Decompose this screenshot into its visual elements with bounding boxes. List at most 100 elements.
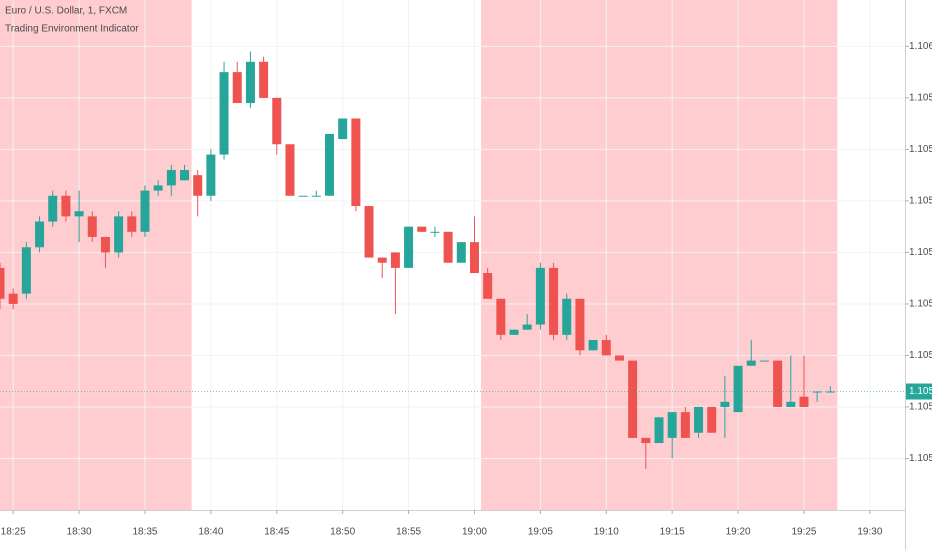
environment-shade: [46, 0, 60, 510]
candle-body: [219, 72, 229, 155]
x-tick-label: 18:40: [198, 527, 223, 538]
candle-body: [193, 175, 203, 196]
x-tick-label: 18:35: [132, 527, 157, 538]
environment-shade: [757, 0, 772, 510]
y-tick-label: 1.10570: [909, 196, 932, 207]
candle-body: [443, 231, 453, 263]
x-tick-label: 18:30: [67, 527, 92, 538]
candle-body: [483, 273, 493, 299]
candle-body: [720, 401, 730, 407]
environment-shade: [823, 0, 838, 510]
candle-body: [61, 195, 71, 217]
candle-body: [351, 118, 361, 207]
candle-body: [509, 329, 519, 335]
environment-shade: [177, 0, 192, 510]
candle-body: [733, 365, 743, 413]
environment-shade: [784, 0, 798, 510]
candle-body: [654, 417, 664, 444]
candle-body: [417, 226, 427, 232]
candle-body: [773, 360, 783, 407]
environment-shade: [59, 0, 73, 510]
environment-shade: [0, 0, 8, 510]
environment-shade: [125, 0, 139, 510]
environment-shade: [573, 0, 588, 510]
candle-body: [377, 257, 387, 263]
environment-shade: [507, 0, 522, 510]
shade-layer: [0, 0, 838, 510]
candle-body: [127, 216, 137, 232]
y-tick-label: 1.10560: [909, 247, 932, 258]
candle-body: [628, 360, 638, 438]
candle-body: [522, 324, 532, 330]
candle-body: [245, 61, 255, 104]
candle-body: [180, 170, 190, 181]
candle-body: [562, 298, 572, 335]
environment-shade: [164, 0, 179, 510]
candle-body: [614, 355, 624, 361]
candle-body: [35, 221, 45, 248]
environment-shade: [32, 0, 47, 510]
x-tick-label: 19:10: [594, 527, 619, 538]
y-tick-label: 1.10520: [909, 453, 932, 464]
environment-shade: [494, 0, 508, 510]
environment-shade: [612, 0, 627, 510]
x-tick-label: 19:20: [726, 527, 751, 538]
environment-shade: [678, 0, 693, 510]
x-tick-label: 19:30: [857, 527, 882, 538]
candle-body: [325, 133, 334, 196]
candle-body: [707, 406, 717, 433]
candle-body: [588, 340, 598, 351]
environment-shade: [85, 0, 100, 510]
environment-shade: [520, 0, 535, 510]
y-tick-label: 1.10540: [909, 350, 932, 361]
candle-body: [166, 170, 176, 186]
candle-body: [575, 298, 585, 351]
environment-shade: [586, 0, 601, 510]
chart-title: Euro / U.S. Dollar, 1, FXCM: [5, 6, 127, 17]
environment-shade: [652, 0, 667, 510]
candle-body: [667, 412, 677, 438]
environment-shade: [771, 0, 785, 510]
environment-shade: [151, 0, 166, 510]
y-tick-label: 1.10530: [909, 402, 932, 413]
candle-body: [8, 293, 18, 304]
candle-body: [496, 298, 506, 335]
environment-shade: [705, 0, 719, 510]
candle-body: [232, 72, 242, 104]
candle-body: [759, 360, 769, 362]
candle-body: [298, 195, 308, 197]
candle-body: [680, 412, 690, 438]
candle-body: [549, 267, 559, 335]
environment-shade: [481, 0, 495, 510]
x-tick-label: 19:15: [660, 527, 685, 538]
environment-shade: [744, 0, 759, 510]
candle-body: [430, 231, 440, 233]
last-price-badge: [906, 383, 932, 400]
candle-body: [786, 401, 796, 407]
candle-body: [364, 206, 374, 258]
x-tick-label: 19:05: [528, 527, 553, 538]
indicator-name: Trading Environment Indicator: [5, 24, 139, 35]
candle-body: [799, 396, 809, 407]
candle-body: [74, 211, 84, 217]
x-tick-label: 18:45: [264, 527, 289, 538]
candle-body: [390, 252, 400, 268]
candle-body: [469, 242, 479, 274]
candle-body: [535, 267, 545, 325]
candle-body: [746, 360, 756, 366]
candle-body: [87, 216, 97, 237]
axis-layer: 1.10520 1.10530 1.10540 1.10550 1.10560 1.105…: [1, 41, 932, 538]
candle-body: [100, 236, 110, 253]
x-tick-label: 19:25: [791, 527, 816, 538]
x-tick-label: 18:55: [396, 527, 421, 538]
y-tick-label: 1.10550: [909, 299, 932, 310]
candle-body: [140, 190, 150, 232]
candle-body: [601, 340, 611, 356]
environment-shade: [691, 0, 706, 510]
candle-body: [21, 247, 31, 294]
candle-body: [153, 185, 163, 191]
candle-body: [456, 242, 466, 263]
environment-shade: [639, 0, 653, 510]
y-tick-label: 1.10590: [909, 93, 932, 104]
